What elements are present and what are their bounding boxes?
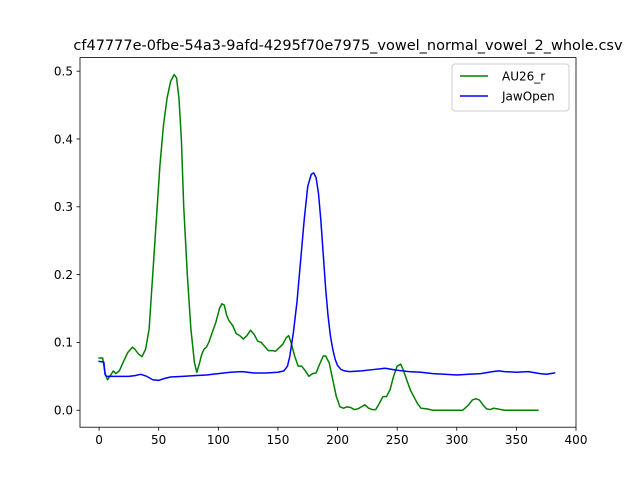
axes-frame [79,57,577,428]
y-tick-label: 0.0 [54,404,73,418]
series-line-jawopen [98,172,556,382]
x-tick-label: 200 [326,433,349,447]
y-tick-label: 0.4 [54,132,73,146]
x-tick-label: 100 [207,433,230,447]
legend-label: JawOpen [501,89,555,103]
x-tick-label: 250 [386,433,409,447]
chart-title: cf47777e-0fbe-54a3-9afd-4295f70e7975_vow… [73,38,623,54]
x-tick-label: 350 [505,433,528,447]
x-tick-label: 400 [565,433,588,447]
x-tick-label: 300 [445,433,468,447]
series-line-au26-r [98,73,539,411]
axes: 0 50 100 150 200 250 300 350 400 0.0 0.1 0.2 0.3 0.4 0… [54,57,588,447]
y-tick-label: 0.2 [54,268,73,282]
series-layer [98,73,556,411]
y-tick-label: 0.5 [54,64,73,78]
legend: AU26_r JawOpen [451,63,570,112]
y-tick-label: 0.1 [54,336,73,350]
legend-label: AU26_r [502,69,545,83]
plot-area [80,57,576,428]
x-tick-label: 0 [95,433,103,447]
x-tick-label: 50 [151,433,166,447]
x-tick-label: 150 [266,433,289,447]
y-tick-label: 0.3 [54,200,73,214]
